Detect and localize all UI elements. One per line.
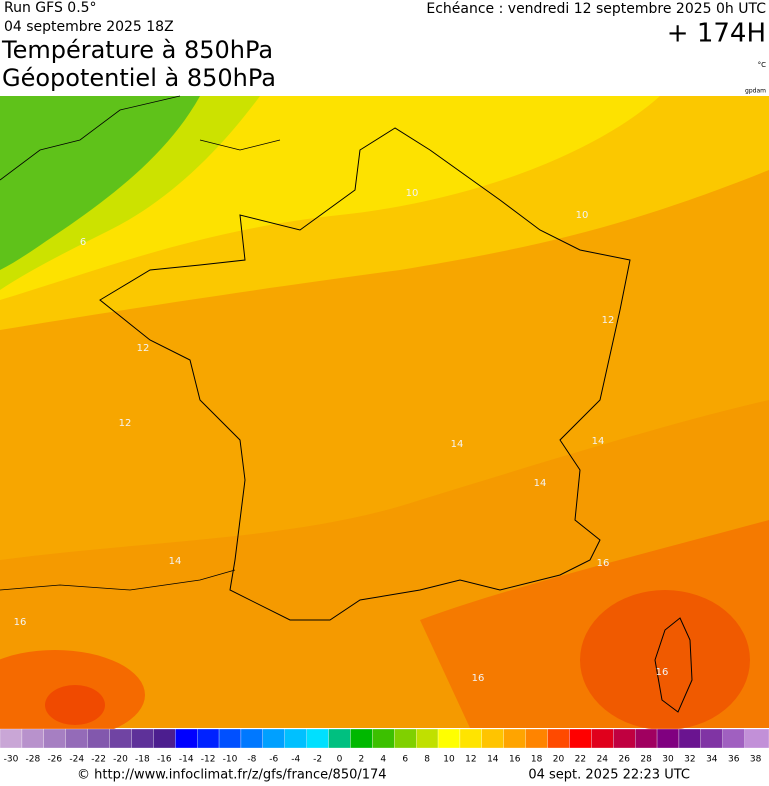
colorbar-swatch xyxy=(481,728,504,749)
colorbar-label: -2 xyxy=(313,755,322,765)
contour-label: 16 xyxy=(656,667,669,678)
title-geopotential: Géopotentiel à 850hPa xyxy=(2,64,276,92)
contour-label: 12 xyxy=(119,418,132,429)
colorbar-label: 20 xyxy=(553,755,565,765)
colorbar-swatch xyxy=(87,728,110,749)
colorbar-swatch xyxy=(153,728,176,749)
colorbar-label: -10 xyxy=(223,755,238,765)
colorbar-label: -22 xyxy=(91,755,106,765)
colorbar-label: 36 xyxy=(728,755,740,765)
colorbar-swatch xyxy=(744,728,769,749)
colorbar-swatch xyxy=(569,728,592,749)
unit: °C xyxy=(758,61,767,69)
colorbar-swatch xyxy=(328,728,351,749)
echeance: Echéance : vendredi 12 septembre 2025 0h… xyxy=(426,1,766,17)
colorbar-label: -8 xyxy=(247,755,256,765)
colorbar-label: 22 xyxy=(575,755,586,765)
title-temperature: Température à 850hPa xyxy=(1,36,273,64)
colorbar-label: 30 xyxy=(662,755,674,765)
colorbar-label: 8 xyxy=(424,755,430,765)
colorbar-swatch xyxy=(372,728,395,749)
colorbar-label: 10 xyxy=(443,755,455,765)
colorbar-label: 18 xyxy=(531,755,543,765)
colorbar-swatch xyxy=(65,728,88,749)
contour-label: 10 xyxy=(576,210,589,221)
run-date: 04 septembre 2025 18Z xyxy=(4,19,174,35)
colorbar-label: -12 xyxy=(201,755,216,765)
map: 6 12 12 14 16 16 16 16 14 14 14 12 10 10 xyxy=(0,95,769,740)
colorbar-swatch xyxy=(306,728,329,749)
contour-label: 14 xyxy=(534,478,547,489)
contour-label: 14 xyxy=(451,439,464,450)
colorbar-label: 16 xyxy=(509,755,521,765)
colorbar-swatch xyxy=(284,728,307,749)
lead-time: + 174H xyxy=(667,19,766,49)
contour-label: 14 xyxy=(169,556,182,567)
colorbar-swatch xyxy=(722,728,745,749)
colorbar-label: -30 xyxy=(4,755,19,765)
colorbar-swatch xyxy=(613,728,636,749)
colorbar-label: 0 xyxy=(337,755,343,765)
colorbar-label: -26 xyxy=(47,755,62,765)
colorbar-label: 4 xyxy=(380,755,386,765)
contour-label: 10 xyxy=(406,188,419,199)
contour-label: 14 xyxy=(592,436,605,447)
colorbar-label: -24 xyxy=(69,755,84,765)
contour-label: 12 xyxy=(602,315,615,326)
colorbar-swatch xyxy=(196,728,220,749)
colorbar-label: 38 xyxy=(750,755,762,765)
colorbar-label: 24 xyxy=(597,755,609,765)
colorbar-swatch xyxy=(547,728,570,749)
colorbar-label: -4 xyxy=(291,755,300,765)
colorbar-swatch xyxy=(218,728,242,749)
colorbar-swatch xyxy=(503,728,526,749)
colorbar-swatch xyxy=(240,728,263,749)
footer-stamp: 04 sept. 2025 22:23 UTC xyxy=(528,768,690,783)
contour-label: 16 xyxy=(14,617,27,628)
colorbar-label: -20 xyxy=(113,755,128,765)
colorbar-label: -6 xyxy=(269,755,278,765)
colorbar-label: 28 xyxy=(640,755,652,765)
run-label: Run GFS 0.5° xyxy=(4,0,97,16)
colorbar-label: 2 xyxy=(359,755,365,765)
colorbar-swatch xyxy=(43,728,66,749)
colorbar-swatch xyxy=(131,728,154,749)
contour-label: 16 xyxy=(472,673,485,684)
colorbar-label: -18 xyxy=(135,755,150,765)
colorbar-label: -16 xyxy=(157,755,172,765)
colorbar-label: 6 xyxy=(402,755,408,765)
colorbar-swatch xyxy=(459,728,483,749)
colorbar: -30 -28 -26 -24 -22 -20 -18 -16 -14 -12 -10 -8 -6 -4-… xyxy=(0,728,769,765)
colorbar-swatch xyxy=(350,728,373,749)
colorbar-swatch xyxy=(591,728,614,749)
footer-url: © http://www.infoclimat.fr/z/gfs/france/… xyxy=(77,768,387,783)
colorbar-label: 14 xyxy=(487,755,499,765)
source-tag: gpdam xyxy=(745,88,766,95)
contour-label: 12 xyxy=(137,343,150,354)
colorbar-swatch xyxy=(109,728,132,749)
colorbar-swatch xyxy=(394,728,417,749)
colorbar-swatch xyxy=(0,728,23,749)
colorbar-label: -14 xyxy=(179,755,194,765)
contour-label: 16 xyxy=(597,558,610,569)
colorbar-swatch xyxy=(262,728,285,749)
colorbar-swatch xyxy=(700,728,723,749)
colorbar-label: 12 xyxy=(465,755,476,765)
colorbar-swatch xyxy=(175,728,198,749)
colorbar-swatch xyxy=(437,728,461,749)
colorbar-swatch xyxy=(635,728,658,749)
contour-label: 6 xyxy=(80,237,86,248)
colorbar-label: 32 xyxy=(684,755,695,765)
colorbar-label: -28 xyxy=(26,755,41,765)
colorbar-swatch xyxy=(525,728,548,749)
colorbar-label: 26 xyxy=(618,755,630,765)
colorbar-swatch xyxy=(415,728,439,749)
colorbar-swatch xyxy=(678,728,702,749)
colorbar-swatch xyxy=(21,728,45,749)
colorbar-swatch xyxy=(656,728,680,749)
colorbar-label: 34 xyxy=(706,755,718,765)
